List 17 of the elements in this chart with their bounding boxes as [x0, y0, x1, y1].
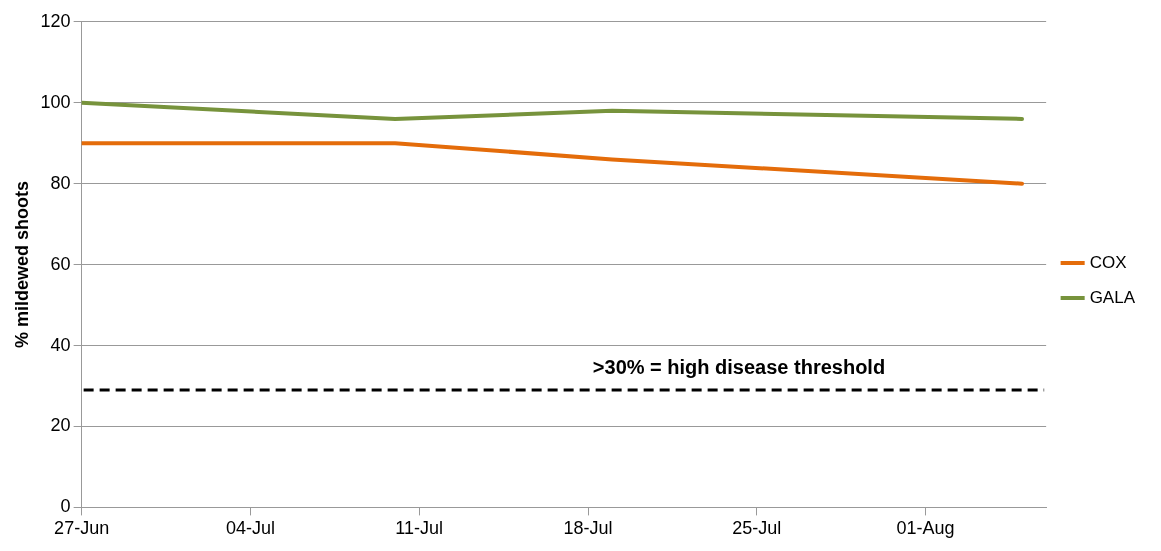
- y-tick-label: 20: [50, 415, 71, 436]
- legend-label: COX: [1089, 252, 1127, 272]
- x-tick-label: 04-Jul: [225, 518, 275, 539]
- y-tick-label: 120: [40, 10, 71, 31]
- y-tick-label: 60: [50, 253, 71, 274]
- legend-label: GALA: [1089, 287, 1136, 307]
- y-tick-label: 0: [60, 496, 71, 517]
- x-tick-label: 01-Aug: [896, 518, 955, 539]
- x-tick-label: 18-Jul: [563, 518, 613, 539]
- y-axis-title: % mildewed shoots: [11, 181, 32, 349]
- ref-line-label: >30% = high disease threshold: [592, 355, 886, 378]
- x-tick-label: 11-Jul: [395, 518, 444, 539]
- y-tick-label: 100: [40, 91, 71, 112]
- y-tick-label: 40: [50, 334, 71, 355]
- x-tick-label: 27-Jun: [54, 518, 110, 539]
- y-tick-label: 80: [50, 172, 71, 193]
- x-tick-label: 25-Jul: [732, 518, 782, 539]
